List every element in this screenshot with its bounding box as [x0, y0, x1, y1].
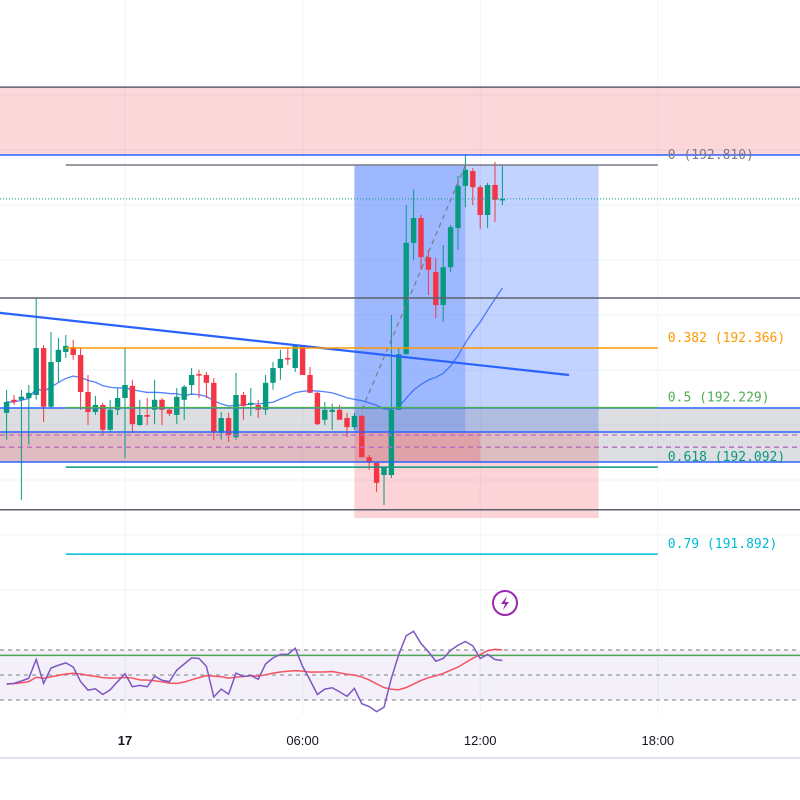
time-tick-label: 12:00	[464, 733, 497, 748]
candle-up	[26, 392, 32, 399]
candle-up	[499, 198, 506, 201]
candle-down	[477, 187, 483, 215]
candle-down	[100, 405, 106, 430]
candle-up	[188, 375, 195, 385]
candle-up	[447, 227, 454, 268]
candle-up	[462, 169, 469, 186]
resistance-zone	[0, 87, 800, 155]
time-tick-label: 17	[118, 733, 132, 748]
candle-up	[322, 409, 328, 420]
candle-up	[107, 409, 113, 430]
candle-up	[137, 415, 143, 425]
time-tick-label: 18:00	[642, 733, 675, 748]
time-axis[interactable]: 17 06:00 12:00 18:00	[0, 733, 800, 759]
candle-down	[425, 257, 432, 270]
candle-down	[299, 345, 306, 375]
candle-up	[233, 395, 239, 438]
candle-down	[77, 355, 84, 392]
candle-up	[114, 398, 121, 410]
candle-up	[410, 218, 417, 243]
candle-up	[174, 396, 180, 415]
candle-up	[248, 402, 254, 405]
candle-up	[381, 466, 387, 475]
candle-down	[166, 409, 173, 414]
candle-down	[40, 348, 47, 407]
moving-average-line	[6, 287, 503, 410]
candle-down	[70, 347, 76, 355]
candle-down	[196, 374, 202, 376]
fib-level-label: 0.79 (191.892)	[668, 537, 778, 552]
lightning-icon[interactable]	[492, 590, 518, 616]
candle-down	[344, 418, 350, 428]
candle-up	[18, 396, 25, 400]
fibonacci-retracement[interactable]: 0 (192.810) 0.382 (192.366) 0.5 (192.229) 0…	[65, 148, 785, 555]
fib-level-label: 0.5 (192.229)	[668, 391, 770, 406]
candle-up	[262, 382, 269, 410]
candle-up	[55, 349, 62, 362]
candle-down	[470, 171, 476, 188]
candle-up	[277, 358, 284, 369]
candle-up	[455, 185, 461, 229]
candles	[3, 155, 506, 505]
candle-down	[11, 399, 17, 402]
candle-up	[440, 267, 446, 305]
candle-up	[151, 399, 158, 410]
candle-up	[63, 345, 69, 352]
position-stop-zone	[354, 431, 599, 519]
candle-down	[336, 409, 343, 420]
candle-down	[240, 395, 247, 406]
candle-up	[388, 409, 395, 475]
candle-up	[270, 368, 276, 383]
candle-up	[396, 354, 402, 410]
candle-up	[292, 345, 298, 369]
candle-up	[181, 386, 187, 400]
candle-up	[33, 348, 39, 395]
trendline[interactable]	[0, 311, 570, 377]
candle-up	[484, 185, 491, 215]
candle-down	[359, 415, 365, 458]
candle-down	[225, 418, 232, 435]
rsi-line	[6, 630, 503, 713]
time-tick-label: 06:00	[286, 733, 319, 748]
rsi-ma-line	[6, 648, 503, 691]
fib-level-label: 0.618 (192.092)	[668, 450, 785, 465]
candle-down	[144, 415, 150, 417]
candle-down	[85, 391, 91, 412]
candle-down	[433, 271, 439, 305]
rsi-pane	[0, 630, 800, 713]
candle-down	[285, 358, 291, 360]
candle-down	[366, 457, 372, 463]
candle-up	[48, 361, 54, 407]
candle-down	[203, 375, 210, 383]
candle-down	[373, 462, 380, 483]
fib-level-label: 0.382 (192.366)	[668, 331, 785, 346]
candle-down	[159, 399, 165, 410]
candle-down	[492, 185, 498, 200]
candle-up	[351, 415, 358, 428]
fib-level-label: 0 (192.810)	[668, 148, 754, 163]
candle-up	[329, 409, 335, 412]
candle-down	[307, 375, 313, 393]
candle-down	[418, 218, 424, 258]
candle-down	[129, 385, 136, 425]
candle-up	[218, 418, 224, 433]
candle-up	[122, 385, 128, 399]
